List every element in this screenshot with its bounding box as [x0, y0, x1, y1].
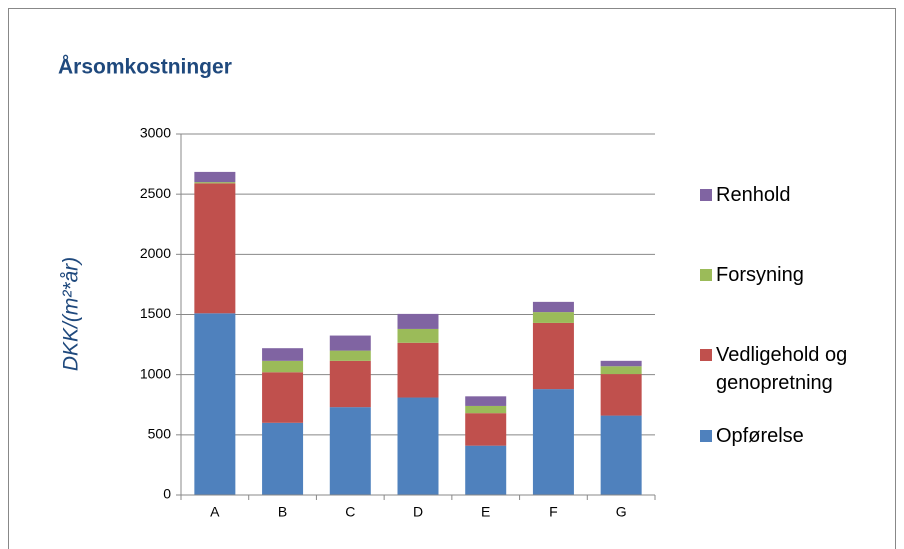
y-tick-label: 2000 — [140, 245, 171, 261]
bar-segment — [532, 322, 574, 390]
x-tick-label: D — [413, 504, 423, 520]
legend-label: Forsyning — [716, 264, 804, 286]
legend-swatch — [700, 430, 712, 442]
bar-segment — [465, 413, 507, 446]
bar-segment — [194, 182, 236, 184]
legend-swatch — [700, 189, 712, 201]
chart-title: Årsomkostninger — [58, 55, 232, 79]
legend-swatch — [700, 269, 712, 281]
x-tick-label: B — [278, 504, 287, 520]
x-tick-label: E — [481, 504, 490, 520]
bar-segment — [262, 422, 304, 495]
x-tick-label: C — [345, 504, 355, 520]
y-tick-label: 1000 — [140, 365, 171, 381]
y-tick-label: 0 — [163, 486, 171, 502]
y-axis-label: DKK/(m²*år) — [60, 257, 83, 371]
bar-segment — [262, 360, 304, 373]
bar-segment — [262, 348, 304, 361]
legend-label: Opførelse — [716, 425, 804, 447]
bar-segment — [194, 171, 236, 183]
bar-segment — [600, 360, 642, 367]
bar-segment — [397, 328, 439, 343]
bar-segment — [600, 374, 642, 416]
bar-segment — [465, 445, 507, 495]
y-tick-label: 2500 — [140, 185, 171, 201]
legend-swatch — [700, 349, 712, 361]
bar-segment — [600, 366, 642, 375]
chart-border — [8, 8, 896, 549]
y-tick-label: 3000 — [140, 125, 171, 141]
bar-segment — [532, 389, 574, 495]
bar-segment — [194, 313, 236, 495]
bar-segment — [262, 372, 304, 423]
bar-segment — [532, 301, 574, 313]
bar-segment — [397, 313, 439, 329]
bar-segment — [465, 396, 507, 406]
bar-segment — [329, 407, 371, 495]
bar-segment — [329, 350, 371, 361]
bar-segment — [329, 360, 371, 408]
bar-segment — [194, 183, 236, 314]
bar-segment — [600, 415, 642, 495]
x-tick-label: A — [210, 504, 220, 520]
x-tick-label: G — [616, 504, 627, 520]
bar-segment — [532, 312, 574, 323]
legend-label: Vedligehold og genopretning — [716, 344, 848, 394]
y-tick-label: 500 — [148, 426, 172, 442]
x-tick-label: F — [549, 504, 558, 520]
bar-segment — [397, 342, 439, 398]
legend-label: Renhold — [716, 184, 791, 206]
bar-segment — [465, 405, 507, 414]
bar-segment — [397, 397, 439, 495]
bar-segment — [329, 335, 371, 351]
y-tick-label: 1500 — [140, 305, 171, 321]
